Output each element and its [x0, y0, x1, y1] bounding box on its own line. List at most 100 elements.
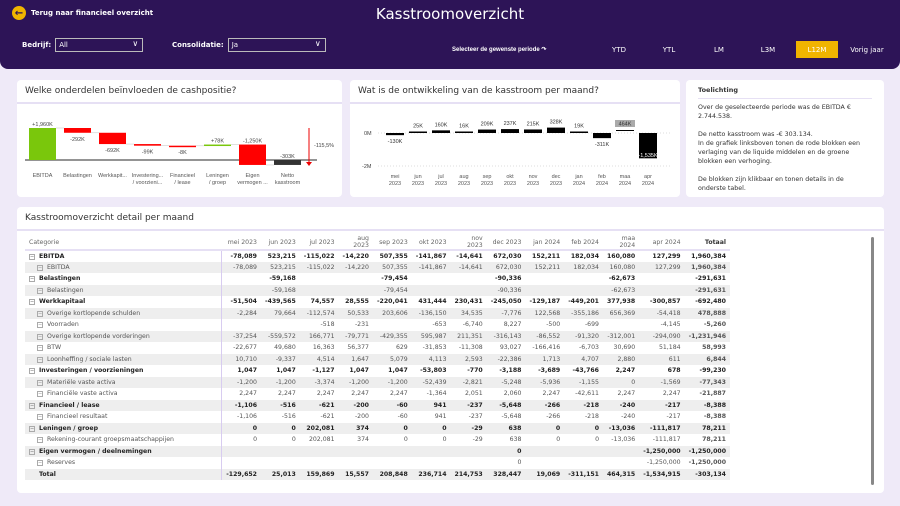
cell-value: -5,648	[486, 399, 526, 411]
collapse-icon[interactable]: −	[29, 402, 35, 409]
expand-icon[interactable]: −	[37, 391, 43, 398]
column-header[interactable]: apr 2024	[639, 235, 685, 251]
column-header[interactable]: dec 2023	[486, 235, 526, 251]
cell-text: 74,557	[310, 298, 335, 306]
table-row-child[interactable]: − BTW -22,677 49,680 16,363 56,377 629 -31,853 -…	[25, 342, 730, 354]
cell-text: -115,022	[306, 263, 335, 271]
table-row-child[interactable]: − Materiële vaste activa -1,200 -1,200 -3,37…	[25, 376, 730, 388]
table-row-child[interactable]: − Voorraden -518 -231 -653 -6,740 8,227 -500 -69…	[25, 319, 730, 331]
column-header[interactable]: jun 2023	[261, 235, 300, 251]
column-header[interactable]: maa 2024	[603, 235, 640, 251]
expand-icon[interactable]: −	[37, 333, 43, 340]
table-row-group[interactable]: − Leningen / groep 0 0 202,081 374 0 0 -29 638 0 0 -…	[25, 422, 730, 434]
expand-icon[interactable]: −	[37, 287, 43, 294]
table-row-child[interactable]: − Financieel resultaat -1,106 -516 -621 -200 -…	[25, 411, 730, 423]
month-bar[interactable]	[478, 129, 496, 133]
table-row-group[interactable]: − Werkkapitaal -51,504 -439,565 74,557 28,555…	[25, 296, 730, 308]
column-header[interactable]: jan 2024	[525, 235, 565, 251]
waterfall-bar[interactable]	[274, 160, 301, 165]
chevron-down-icon: ∨	[314, 39, 321, 48]
table-row-total[interactable]: Total -129,652 25,013 159,869 15,557 208,848 2…	[25, 468, 730, 480]
table-row-group[interactable]: − Investeringen / voorzieningen 1,047 1,047…	[25, 365, 730, 377]
month-bar[interactable]	[593, 133, 611, 139]
consolidatie-dropdown[interactable]: Ja ∨	[227, 38, 326, 52]
expand-icon[interactable]: −	[37, 414, 43, 421]
table-row-group[interactable]: − Eigen vermogen / deelnemingen 0 -1,250,00…	[25, 445, 730, 457]
table-row-child[interactable]: − Financiële vaste activa 2,247 2,247 2,247 2…	[25, 388, 730, 400]
table-row-group[interactable]: − Belastingen -59,168 -79,454 -90,336 -62,673…	[25, 273, 730, 285]
waterfall-bar[interactable]	[134, 144, 161, 146]
cell-text: -1,200	[349, 378, 369, 386]
table-row-child[interactable]: − Reserves 0 -1,250,000 -1,250,000	[25, 457, 730, 469]
expand-icon[interactable]: −	[37, 345, 43, 352]
table-row-child[interactable]: − Overige kortlopende vorderingen -37,254 -…	[25, 330, 730, 342]
table-row-child[interactable]: − Belastingen -59,168 -79,454 -90,336 -62,673…	[25, 284, 730, 296]
waterfall-bar[interactable]	[29, 128, 56, 160]
month-bar[interactable]	[455, 131, 473, 134]
expand-icon[interactable]: −	[37, 264, 43, 271]
cell-text: -1,250,000	[643, 447, 681, 455]
column-header[interactable]: Totaal	[684, 235, 730, 251]
period-button-ytl[interactable]: YTL	[662, 45, 676, 54]
collapse-icon[interactable]: −	[29, 448, 35, 455]
collapse-icon[interactable]: −	[29, 425, 35, 432]
collapse-icon[interactable]: −	[29, 276, 35, 283]
table-row-group[interactable]: − EBITDA -78,089 523,215 -115,022 -14,220 507,…	[25, 250, 730, 262]
month-bar[interactable]	[432, 130, 450, 133]
table-row-group[interactable]: − Financieel / lease -1,106 -516 -621 -200 -60…	[25, 399, 730, 411]
period-button-vorig-jaar[interactable]: Vorig jaar	[850, 45, 884, 54]
period-button-ytd[interactable]: YTD	[612, 45, 626, 54]
cell-value	[222, 457, 261, 469]
waterfall-bar[interactable]	[169, 145, 196, 148]
column-header[interactable]: aug 2023	[338, 235, 373, 251]
cell-value	[564, 457, 603, 469]
column-header[interactable]: feb 2024	[564, 235, 603, 251]
waterfall-bar[interactable]	[239, 144, 266, 165]
cell-value: -1,127	[300, 365, 339, 377]
month-bar[interactable]	[616, 130, 634, 131]
expand-icon[interactable]: −	[37, 460, 43, 467]
month-bar[interactable]	[501, 129, 519, 133]
back-label: Terug naar financieel overzicht	[31, 9, 154, 17]
column-header[interactable]: mei 2023	[221, 235, 261, 251]
period-button-lm[interactable]: LM	[714, 45, 724, 54]
bedrijf-dropdown[interactable]: All ∨	[55, 38, 144, 52]
month-bar[interactable]	[639, 133, 657, 159]
expand-icon[interactable]: −	[37, 437, 43, 444]
month-bar[interactable]	[386, 133, 404, 136]
period-button-l3m[interactable]: L3M	[760, 45, 776, 54]
expand-icon[interactable]: −	[37, 356, 43, 363]
cell-text: -4,145	[660, 321, 681, 329]
table-row-child[interactable]: − Overige kortlopende schulden -2,284 79,66…	[25, 307, 730, 319]
expand-icon[interactable]: −	[37, 322, 43, 329]
cell-value: 0	[261, 422, 300, 434]
month-bar[interactable]	[547, 127, 565, 133]
table-row-child[interactable]: − Loonheffing / sociale lasten 10,710 -9,33…	[25, 353, 730, 365]
column-header[interactable]: Categorie	[25, 235, 222, 251]
expand-icon[interactable]: −	[37, 310, 43, 317]
period-button-l12m[interactable]: L12M	[796, 41, 838, 58]
column-header[interactable]: jul 2023	[299, 235, 339, 251]
month-bar[interactable]	[524, 129, 542, 133]
table-row-child[interactable]: − Rekening-courant groepsmaatschappijen 0 0…	[25, 434, 730, 446]
chevron-down-icon: ∨	[132, 39, 139, 48]
cell-value: 638	[487, 434, 526, 446]
back-button[interactable]: ← Terug naar financieel overzicht	[12, 6, 153, 20]
waterfall-bar[interactable]	[99, 132, 126, 145]
month-bar[interactable]	[409, 131, 427, 134]
waterfall-bar[interactable]	[64, 128, 91, 133]
month-bar[interactable]	[570, 131, 588, 134]
expand-icon[interactable]: −	[37, 379, 43, 386]
cell-text: 2,051	[464, 390, 483, 398]
column-header[interactable]: nov 2023	[450, 235, 487, 251]
column-header[interactable]: okt 2023	[411, 235, 451, 251]
cell-text: -29	[472, 436, 483, 444]
table-row-child[interactable]: − EBITDA -78,089 523,215 -115,022 -14,220 507,…	[25, 261, 730, 273]
cell-text: -59,168	[269, 275, 296, 283]
collapse-icon[interactable]: −	[29, 253, 35, 260]
waterfall-bar[interactable]	[204, 144, 231, 147]
collapse-icon[interactable]: −	[29, 299, 35, 306]
column-header[interactable]: sep 2023	[372, 235, 412, 251]
collapse-icon[interactable]: −	[29, 368, 35, 375]
vertical-scrollbar[interactable]	[871, 237, 874, 485]
